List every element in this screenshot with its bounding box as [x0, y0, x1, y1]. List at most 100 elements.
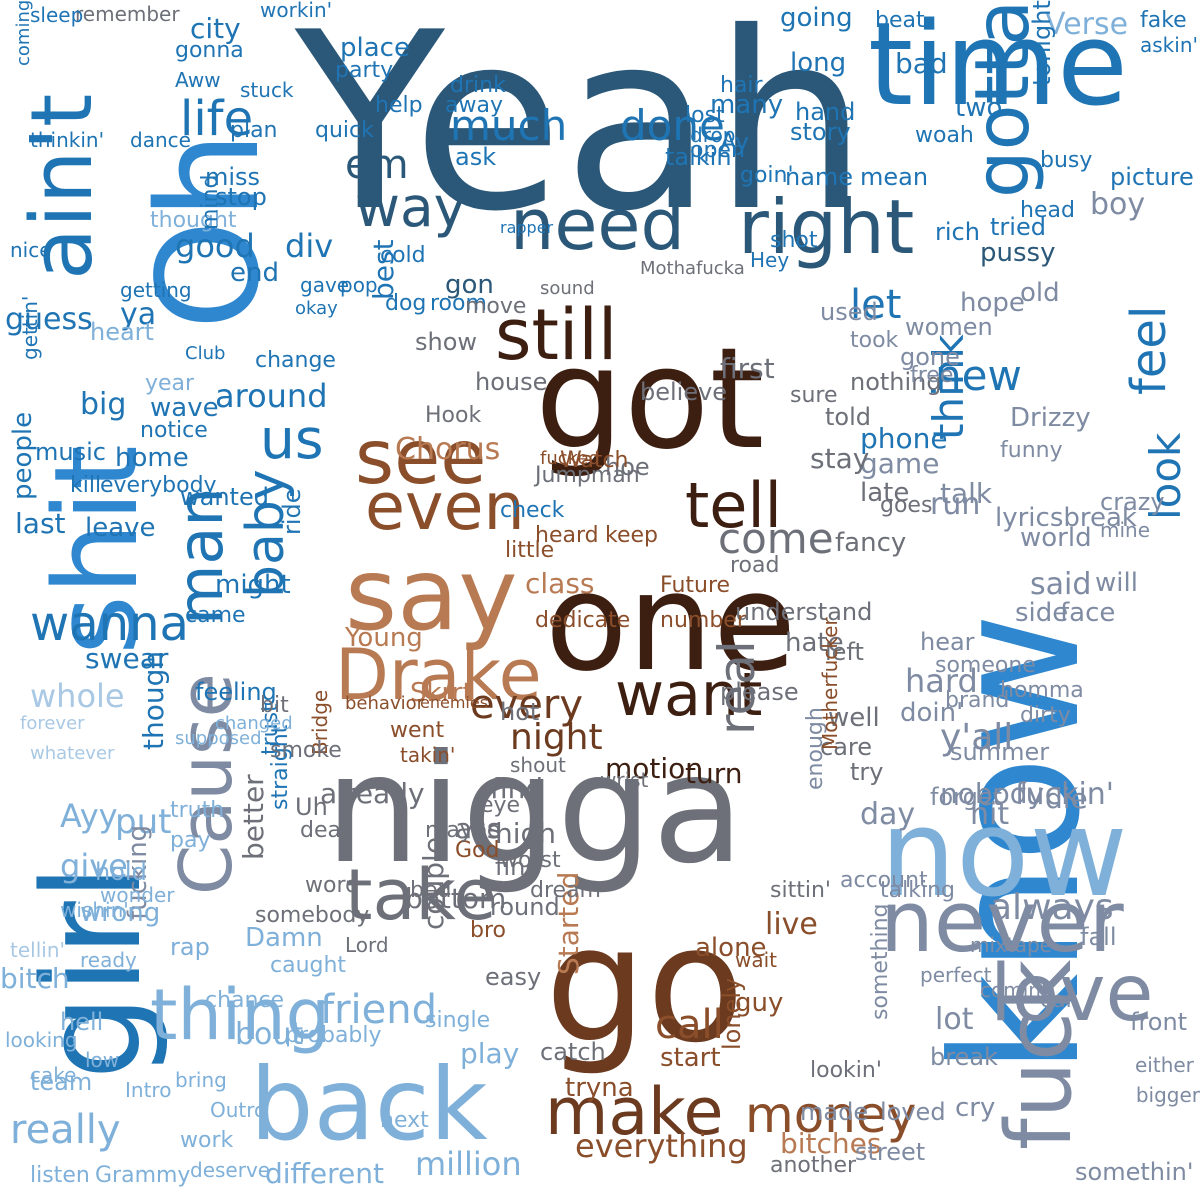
cloud-word-cold: cold — [380, 243, 426, 268]
cloud-word-break: break — [930, 1043, 998, 1071]
cloud-word-team: team — [30, 1068, 93, 1096]
cloud-word-comin: comin' — [980, 978, 1047, 1002]
cloud-word-doin: doin' — [900, 698, 964, 728]
cloud-word-class: class — [525, 567, 595, 600]
cloud-word-plan: plan — [230, 118, 278, 143]
cloud-word-sound: sound — [540, 278, 595, 299]
cloud-word-day: day — [860, 797, 916, 832]
cloud-word-low: low — [85, 1048, 120, 1072]
cloud-word-open: open — [690, 138, 745, 163]
cloud-word-money: money — [745, 1086, 917, 1144]
cloud-word-city: city — [190, 12, 241, 45]
cloud-word-fancy: fancy — [835, 528, 907, 558]
cloud-word-swear: swear — [85, 642, 169, 675]
cloud-word-find: find — [490, 772, 544, 805]
cloud-word-dream: dream — [530, 878, 601, 903]
cloud-word-coming: coming — [13, 0, 34, 67]
cloud-word-aww: Aww — [175, 68, 221, 92]
cloud-word-pussy: pussy — [980, 238, 1056, 268]
cloud-word-nice: nice — [10, 238, 52, 262]
cloud-word-hear: hear — [920, 628, 975, 656]
cloud-word-heard: heard — [535, 523, 599, 548]
cloud-word-little: little — [505, 538, 555, 563]
cloud-word-stuck: stuck — [240, 78, 294, 102]
cloud-word-dedicate: dedicate — [535, 608, 631, 633]
cloud-word-shot: shot — [770, 228, 818, 253]
cloud-word-end: end — [230, 258, 279, 288]
cloud-word-something: something — [868, 903, 893, 1020]
cloud-word-check: check — [500, 498, 565, 523]
cloud-word-guess: guess — [5, 302, 93, 337]
cloud-word-want: want — [615, 660, 763, 730]
cloud-word-forever: forever — [20, 713, 85, 734]
cloud-word-wrist: wrist — [600, 768, 649, 792]
cloud-word-shout: shout — [510, 753, 566, 777]
cloud-word-another: another — [770, 1153, 857, 1178]
cloud-word-wrong: wrong — [80, 898, 161, 928]
cloud-word-late: late — [860, 478, 910, 508]
cloud-word-high: high — [495, 817, 557, 850]
cloud-word-cry: cry — [955, 1093, 996, 1123]
cloud-word-lonely: lonely — [718, 977, 746, 1050]
cloud-word-dog: dog — [385, 291, 427, 316]
cloud-word-drink: drink — [450, 73, 506, 98]
cloud-word-bad: bad — [895, 47, 948, 80]
cloud-word-dance: dance — [130, 128, 191, 152]
cloud-word-tryna: tryna — [565, 1073, 634, 1103]
cloud-word-go: go — [545, 891, 745, 1078]
cloud-word-gave: gave — [300, 273, 350, 297]
cloud-word-fall: fall — [1080, 923, 1117, 951]
cloud-word-chance: chance — [205, 988, 285, 1013]
cloud-word-boy: boy — [1090, 187, 1146, 222]
cloud-word-gon: gon — [445, 270, 494, 300]
cloud-word-much: much — [450, 101, 568, 150]
cloud-word-ready: ready — [80, 948, 137, 972]
cloud-word-goin: goin' — [740, 163, 794, 188]
cloud-word-used: used — [820, 298, 878, 326]
cloud-word-whatever: whatever — [30, 743, 115, 764]
cloud-word-bit: bit — [260, 693, 289, 718]
cloud-word-y-all: y'all — [940, 717, 1014, 758]
cloud-word-way: way — [355, 175, 467, 239]
cloud-word-ride: ride — [278, 488, 306, 535]
cloud-word-wanna: wanna — [30, 596, 189, 652]
cloud-word-road: road — [730, 553, 780, 578]
cloud-word-stop: stop — [215, 183, 267, 211]
cloud-word-let: let — [850, 282, 902, 328]
cloud-word-already: already — [320, 777, 425, 810]
cloud-word-please: please — [720, 678, 799, 706]
cloud-word-world: world — [1020, 523, 1092, 553]
cloud-word-feel: feel — [1121, 305, 1177, 395]
cloud-word-room: room — [430, 291, 487, 316]
cloud-word-mind: mind — [198, 174, 223, 230]
cloud-word-funny: funny — [1000, 438, 1063, 463]
cloud-word-name: name — [785, 163, 854, 191]
cloud-word-mine: mine — [1100, 518, 1151, 542]
cloud-word-lot: lot — [935, 1002, 974, 1037]
cloud-word-talking: talking — [880, 878, 955, 903]
cloud-word-even: even — [365, 470, 525, 545]
cloud-word-start: start — [660, 1043, 721, 1073]
cloud-word-hot: hot — [500, 698, 540, 726]
cloud-word-help: help — [375, 93, 423, 118]
cloud-word-round: round — [490, 893, 560, 921]
cloud-word-ask: ask — [455, 143, 497, 171]
cloud-word-one: one — [545, 544, 797, 701]
cloud-word-million: million — [415, 1145, 522, 1183]
cloud-word-old: old — [1020, 278, 1060, 308]
cloud-word-yeah: Yeah — [295, 0, 869, 265]
cloud-word-perfect: perfect — [920, 963, 992, 987]
cloud-word-eye: eye — [480, 793, 521, 818]
cloud-word-face: face — [1060, 598, 1116, 628]
cloud-word-enemies: enemies — [420, 693, 489, 712]
cloud-word-stay: stay — [810, 442, 870, 475]
cloud-word-either: either — [1135, 1053, 1194, 1077]
cloud-word-jumpman: Jumpman — [535, 463, 640, 488]
cloud-word-long: long — [790, 48, 847, 78]
cloud-word-grammy: Grammy — [95, 1163, 191, 1188]
cloud-word-hold: hold — [95, 858, 147, 886]
cloud-word-friend: friend — [320, 987, 437, 1033]
cloud-word-party: party — [335, 58, 394, 83]
cloud-word-might: might — [215, 570, 291, 600]
cloud-word-takin: takin' — [400, 743, 456, 767]
